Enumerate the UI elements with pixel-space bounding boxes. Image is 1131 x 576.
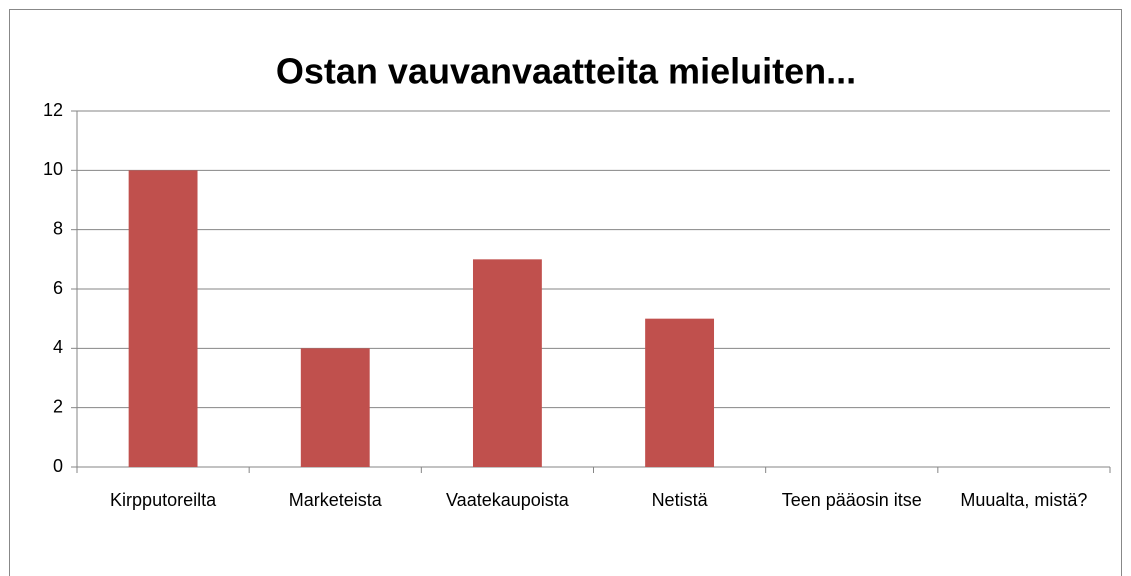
bar: [472, 259, 542, 467]
y-tick-label: 0: [53, 456, 63, 476]
x-tick-label: Marketeista: [288, 490, 382, 510]
x-tick-label: Vaatekaupoista: [446, 490, 569, 510]
bar: [128, 170, 198, 468]
y-tick-label: 2: [53, 396, 63, 416]
y-tick-label: 8: [53, 218, 63, 238]
chart-title: Ostan vauvanvaatteita mieluiten...: [276, 51, 856, 92]
y-tick-label: 6: [53, 278, 63, 298]
y-tick-label: 12: [43, 100, 63, 120]
x-tick-label: Teen pääosin itse: [781, 490, 922, 510]
bar: [645, 318, 715, 467]
y-tick-label: 4: [53, 337, 63, 357]
bar: [300, 348, 370, 467]
x-tick-label: Kirpputoreilta: [110, 490, 217, 510]
x-tick-label: Muualta, mistä?: [960, 490, 1088, 510]
y-tick-label: 10: [43, 159, 63, 179]
x-tick-label: Netistä: [651, 490, 708, 510]
